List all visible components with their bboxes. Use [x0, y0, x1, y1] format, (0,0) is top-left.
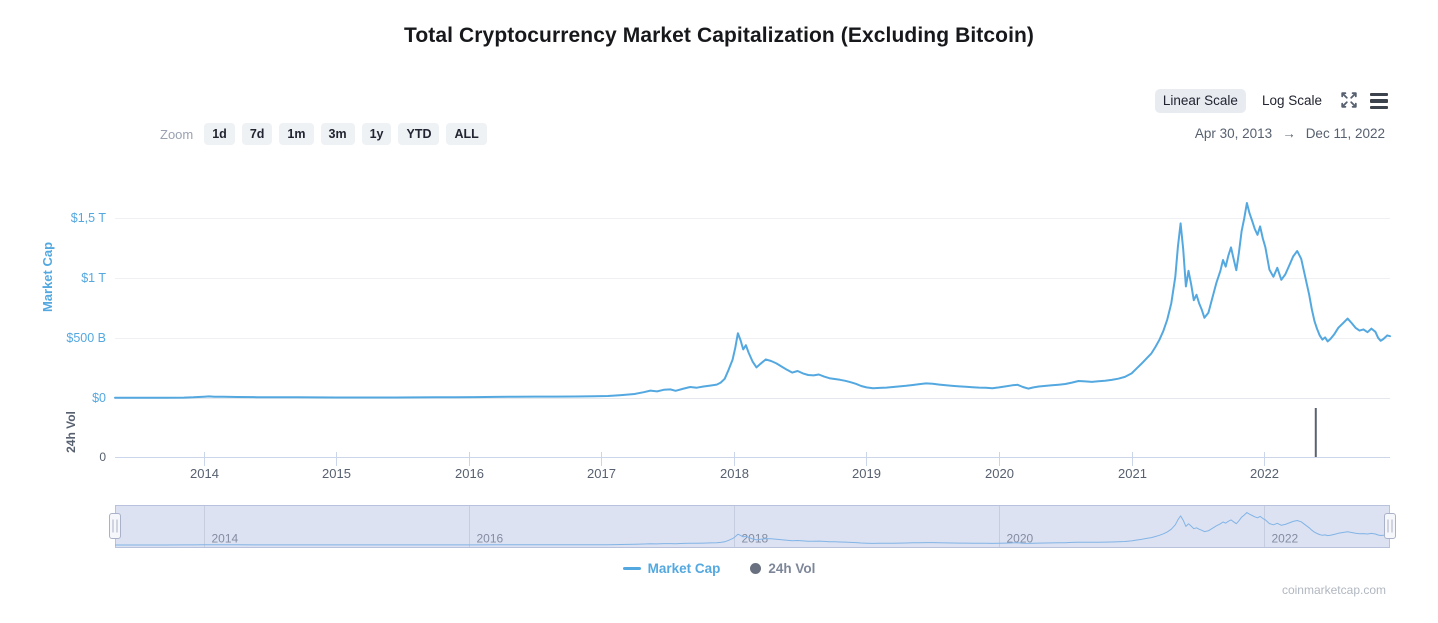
x-axis-year-label: 2015 [322, 466, 351, 481]
navigator-left-handle[interactable] [109, 513, 121, 539]
y-axis-tick-label: $0 [92, 391, 106, 405]
date-range: Apr 30, 2013 → Dec 11, 2022 [1195, 126, 1385, 141]
volume-bar [1314, 408, 1317, 457]
range-arrow-icon: → [1282, 126, 1296, 141]
zoom-button-7d[interactable]: 7d [241, 122, 273, 146]
circle-marker-icon [750, 563, 762, 574]
zoom-button-ytd[interactable]: YTD [398, 122, 440, 146]
navigator-year-label: 2018 [742, 532, 769, 546]
range-start-date[interactable]: Apr 30, 2013 [1194, 126, 1273, 141]
chart-legend: Market Cap 24h Vol [0, 561, 1438, 576]
navigator-year-label: 2022 [1272, 532, 1299, 546]
navigator-year-label: 2016 [477, 532, 504, 546]
legend-item-market-cap[interactable]: Market Cap [622, 561, 721, 576]
zoom-button-3m[interactable]: 3m [320, 122, 355, 146]
zoom-button-1d[interactable]: 1d [204, 122, 235, 146]
legend-label: Market Cap [647, 561, 721, 576]
x-axis-year-label: 2019 [852, 466, 881, 481]
y-axis-tick-label: $1,5 T [71, 211, 107, 225]
fullscreen-icon [1340, 91, 1358, 112]
zoom-button-1m[interactable]: 1m [279, 122, 314, 146]
page-title: Total Cryptocurrency Market Capitalizati… [403, 24, 1035, 47]
navigator-series-line [115, 512, 1391, 546]
x-axis-year-label: 2017 [587, 466, 616, 481]
volume-axis-title: 24h Vol [64, 411, 78, 453]
fullscreen-button[interactable] [1338, 89, 1360, 114]
x-axis-year-label: 2022 [1250, 466, 1279, 481]
zoom-button-1y[interactable]: 1y [361, 122, 392, 146]
scale-toggle-group: Linear Scale Log Scale [1154, 88, 1390, 114]
navigator-year-label: 2020 [1007, 532, 1034, 546]
navigator-track[interactable] [115, 505, 1390, 548]
x-axis-year-label: 2020 [985, 466, 1014, 481]
x-axis-year-label: 2021 [1118, 466, 1147, 481]
x-axis-year-label: 2014 [190, 466, 219, 481]
line-marker-icon [622, 567, 641, 570]
linear-scale-button[interactable]: Linear Scale [1154, 89, 1246, 113]
chart-menu-button[interactable] [1368, 91, 1390, 112]
range-end-date[interactable]: Dec 11, 2022 [1305, 126, 1385, 141]
volume-zero-label: 0 [99, 450, 106, 464]
legend-item-24h-vol[interactable]: 24h Vol [750, 561, 815, 576]
x-axis-year-label: 2016 [455, 466, 484, 481]
legend-label: 24h Vol [768, 561, 816, 576]
navigator-right-handle[interactable] [1384, 513, 1396, 539]
log-scale-button[interactable]: Log Scale [1254, 89, 1330, 113]
zoom-controls: Zoom 1d 7d 1m 3m 1y YTD ALL [160, 122, 487, 146]
zoom-button-all[interactable]: ALL [446, 122, 487, 146]
y-axis-tick-label: $1 T [81, 271, 106, 285]
navigator-year-label: 2014 [212, 532, 239, 546]
menu-icon [1370, 92, 1388, 110]
x-axis-year-label: 2018 [720, 466, 749, 481]
y-axis-tick-label: $500 B [66, 331, 106, 345]
market-cap-axis-title: Market Cap [40, 242, 55, 312]
coinmarketcap-watermark: coinmarketcap.com [1281, 583, 1386, 597]
zoom-label: Zoom [160, 126, 194, 142]
market-cap-series-line[interactable] [114, 202, 1391, 399]
